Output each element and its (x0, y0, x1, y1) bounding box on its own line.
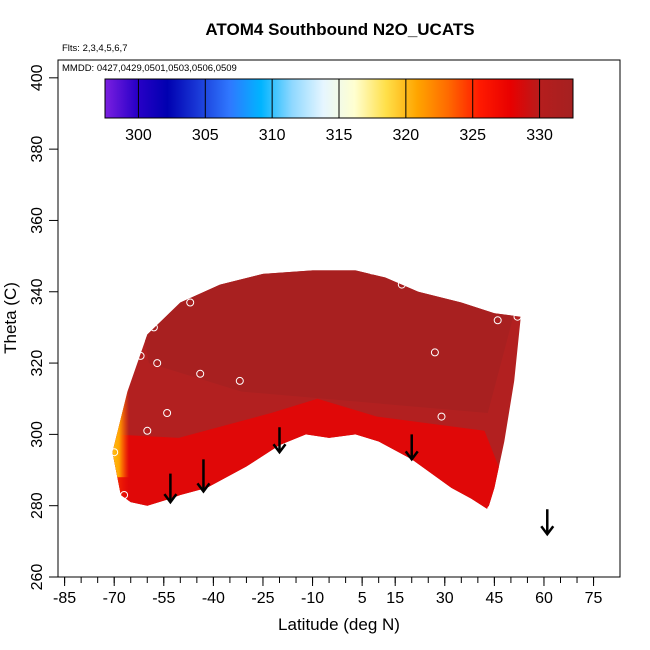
colorbar: 300 305 310 315 320 325 330 (104, 78, 574, 144)
y-axis-label: Theta (C) (1, 282, 20, 354)
x-axis-label: Latitude (deg N) (278, 615, 400, 634)
x-tick-label: -70 (103, 590, 126, 607)
sample-point (437, 412, 446, 421)
y-tick-label: 280 (29, 492, 46, 519)
sample-point (493, 316, 502, 325)
sample-point (136, 351, 145, 360)
x-tick-label: -40 (202, 590, 225, 607)
sample-point (186, 298, 195, 307)
theta-latitude-field (112, 270, 521, 510)
sample-point (397, 280, 406, 289)
y-tick-label: 260 (29, 564, 46, 591)
sample-point (430, 348, 439, 357)
colorbar-tick-label: 305 (192, 127, 219, 144)
x-tick-label: 15 (386, 590, 404, 607)
x-tick-label: 5 (358, 590, 367, 607)
x-tick-label: 75 (585, 590, 603, 607)
dates-label: MMDD: 0427,0429,0501,0503,0506,0509 (62, 63, 237, 74)
colorbar-tick-label: 325 (459, 127, 486, 144)
arrow-marker (196, 459, 211, 494)
arrow-marker (540, 509, 555, 537)
colorbar-tick-label: 320 (393, 127, 420, 144)
sample-point (513, 312, 522, 321)
sample-point (196, 369, 205, 378)
sample-point (487, 505, 496, 514)
x-tick-label: -25 (251, 590, 274, 607)
x-tick-label: -55 (152, 590, 175, 607)
sample-point (143, 426, 152, 435)
colorbar-tick-label: 330 (526, 127, 553, 144)
y-tick-label: 400 (29, 64, 46, 91)
arrows (163, 427, 555, 537)
y-tick-label: 360 (29, 207, 46, 234)
field-region-southern-edge-tip (112, 352, 129, 478)
colorbar-tick-label: 310 (259, 127, 286, 144)
x-tick-label: 45 (485, 590, 503, 607)
x-tick-label: 30 (436, 590, 454, 607)
chart-title: ATOM4 Southbound N2O_UCATS (205, 20, 474, 39)
plot-area: MMDD: 0427,0429,0501,0503,0506,0509 300 3… (57, 59, 621, 578)
sample-point (149, 323, 158, 332)
sample-point (235, 376, 244, 385)
colorbar-tick-label: 300 (125, 127, 152, 144)
sample-points (110, 266, 522, 514)
y-tick-label: 320 (29, 350, 46, 377)
sample-point (120, 491, 129, 499)
arrow-marker (404, 434, 419, 462)
arrow-marker (163, 473, 178, 505)
y-tick-label: 380 (29, 136, 46, 163)
x-tick-label: -10 (301, 590, 324, 607)
sample-point (110, 448, 119, 457)
sample-point (368, 266, 377, 275)
sample-point (153, 359, 162, 368)
x-tick-label: 60 (535, 590, 553, 607)
colorbar-tick-label: 315 (326, 127, 353, 144)
y-tick-label: 340 (29, 278, 46, 305)
y-tick-label: 300 (29, 421, 46, 448)
x-tick-label: -85 (53, 590, 76, 607)
y-axis: 260 280 300 320 340 360 380 400 (29, 64, 59, 591)
x-axis: -85 -70 -55 -40 -25 -10 5 15 30 45 60 75 (53, 576, 603, 607)
arrow-marker (272, 427, 287, 455)
sample-point (163, 409, 172, 417)
flights-label: Flts: 2,3,4,5,6,7 (62, 43, 127, 54)
